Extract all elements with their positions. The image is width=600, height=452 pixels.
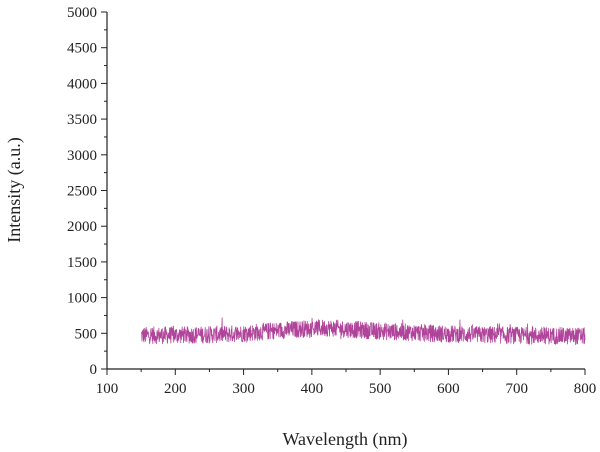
x-axis-ticks: 100 200 300 400 500 600 700 800 (96, 369, 597, 397)
y-tick-label: 1500 (67, 255, 97, 271)
y-tick-label: 2000 (67, 219, 97, 235)
y-tick-label: 5000 (67, 5, 97, 21)
x-tick-label: 200 (164, 381, 187, 397)
x-tick-label: 700 (505, 381, 528, 397)
x-tick-label: 300 (232, 381, 255, 397)
x-axis-label: Wavelength (nm) (282, 429, 407, 450)
y-tick-label: 3000 (67, 148, 97, 164)
x-tick-label: 100 (96, 381, 119, 397)
axes (106, 12, 585, 370)
x-tick-label: 800 (574, 381, 597, 397)
y-tick-label: 3500 (67, 112, 97, 128)
y-tick-label: 500 (75, 326, 98, 342)
y-axis-label: Intensity (a.u.) (4, 137, 25, 242)
y-tick-label: 4500 (67, 41, 97, 57)
y-tick-label: 2500 (67, 184, 97, 200)
y-tick-label: 4000 (67, 76, 97, 92)
spectrum-line (140, 317, 586, 345)
x-tick-label: 400 (301, 381, 324, 397)
x-tick-label: 600 (437, 381, 460, 397)
x-tick-label: 500 (369, 381, 392, 397)
y-tick-label: 1000 (67, 291, 97, 307)
y-tick-label: 0 (90, 362, 98, 378)
y-axis-ticks: 0 500 1000 1500 2000 2500 3000 3500 4000 4500 5000 (67, 5, 107, 378)
plot-area (140, 317, 586, 345)
